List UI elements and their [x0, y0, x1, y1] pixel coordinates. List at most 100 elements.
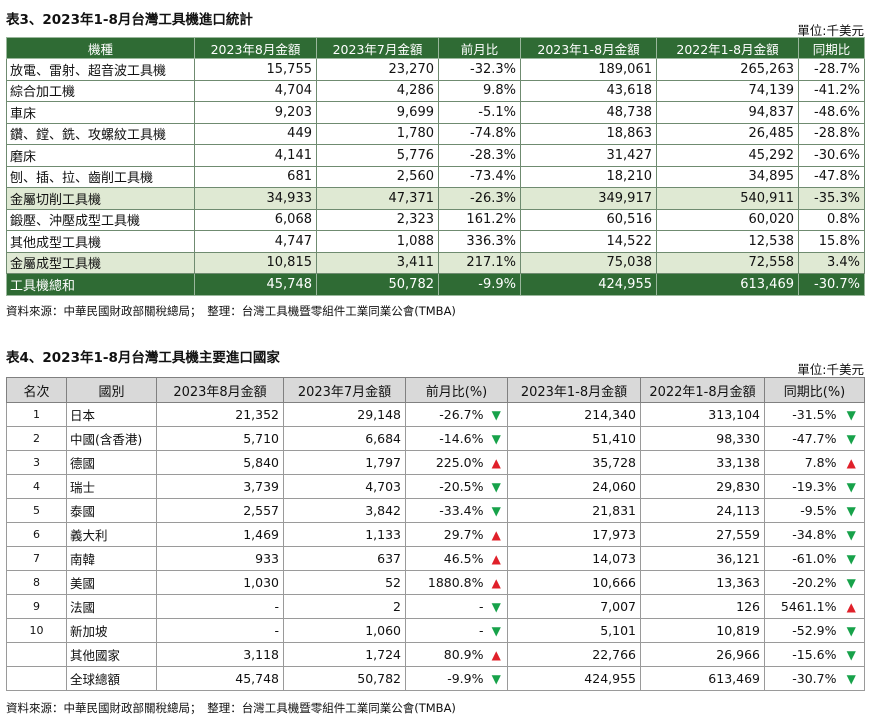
trend-cell: ▲ — [485, 546, 508, 571]
value-cell: 75,038 — [520, 251, 657, 274]
rank-cell — [6, 666, 67, 691]
trend-cell: ▼ — [485, 594, 508, 619]
triangle-down-icon: ▼ — [846, 431, 856, 446]
value-cell: 31,427 — [520, 144, 657, 167]
trend-cell: ▼ — [838, 642, 865, 667]
value-cell: 6,684 — [283, 426, 406, 451]
value-cell: 424,955 — [520, 273, 657, 296]
trend-cell: ▲ — [485, 450, 508, 475]
rank-cell — [6, 642, 67, 667]
triangle-down-icon: ▼ — [491, 479, 501, 494]
value-cell: 98,330 — [640, 426, 765, 451]
table-row: 6 義大利 1,469 1,133 29.7% ▲ 17,973 27,559 -34.8% ▼ — [6, 522, 865, 547]
machine-type-cell: 放電、雷射、超音波工具機 — [6, 58, 195, 81]
value-cell: 21,831 — [507, 498, 641, 523]
table3-header-row: 機種 2023年8月金額 2023年7月金額 前月比 2023年1-8月金額 2… — [6, 37, 865, 59]
table3-source: 資料來源：中華民國財政部關稅總局； 整理：台灣工具機暨零組件工業同業公會(TMB… — [6, 304, 456, 318]
rank-cell: 4 — [6, 474, 67, 499]
value-cell: 214,340 — [507, 402, 641, 427]
triangle-up-icon: ▲ — [491, 527, 501, 542]
value-cell: 24,060 — [507, 474, 641, 499]
table4-header-cell: 2022年1-8月金額 — [640, 377, 765, 403]
mom-cell: -20.5% — [405, 474, 486, 499]
value-cell: 18,210 — [520, 165, 657, 188]
value-cell: 4,747 — [194, 230, 317, 253]
value-cell: 336.3% — [438, 230, 521, 253]
rank-cell: 1 — [6, 402, 67, 427]
table4-title: 表4、2023年1-8月台灣工具機主要進口國家 — [6, 350, 280, 366]
value-cell: - — [156, 594, 284, 619]
table4-unit: 單位:千美元 — [797, 362, 864, 377]
table-row: 5 泰國 2,557 3,842 -33.4% ▼ 21,831 24,113 -9.5% ▼ — [6, 498, 865, 523]
value-cell: 424,955 — [507, 666, 641, 691]
country-cell: 美國 — [66, 570, 157, 595]
value-cell: 637 — [283, 546, 406, 571]
yoy-cell: -30.7% — [764, 666, 839, 691]
value-cell: 14,073 — [507, 546, 641, 571]
table-row: 其他成型工具機 4,747 1,088 336.3% 14,522 12,538 15.8% — [6, 230, 865, 253]
value-cell: 1,724 — [283, 642, 406, 667]
table-row: 放電、雷射、超音波工具機 15,755 23,270 -32.3% 189,061 265… — [6, 58, 865, 81]
value-cell: 161.2% — [438, 208, 521, 231]
country-cell: 全球總額 — [66, 666, 157, 691]
rank-cell: 2 — [6, 426, 67, 451]
triangle-down-icon: ▼ — [846, 551, 856, 566]
value-cell: 18,863 — [520, 122, 657, 145]
value-cell: -35.3% — [798, 187, 865, 210]
rank-cell: 9 — [6, 594, 67, 619]
value-cell: 540,911 — [656, 187, 799, 210]
yoy-cell: 7.8% — [764, 450, 839, 475]
value-cell: 933 — [156, 546, 284, 571]
table4-header-cell: 前月比(%) — [405, 377, 508, 403]
value-cell: 36,121 — [640, 546, 765, 571]
import-countries-table: 名次 國別 2023年8月金額 2023年7月金額 前月比(%) 2023年1-… — [6, 377, 865, 691]
table4-header-cell: 國別 — [66, 377, 157, 403]
value-cell: 50,782 — [316, 273, 439, 296]
mom-cell: -14.6% — [405, 426, 486, 451]
value-cell: 33,138 — [640, 450, 765, 475]
country-cell: 義大利 — [66, 522, 157, 547]
rank-cell: 10 — [6, 618, 67, 643]
triangle-down-icon: ▼ — [846, 575, 856, 590]
table3-header-cell: 前月比 — [438, 37, 521, 59]
mom-cell: -9.9% — [405, 666, 486, 691]
table-row: 金屬成型工具機 10,815 3,411 217.1% 75,038 72,558 3.4% — [6, 251, 865, 274]
table-row: 工具機總和 45,748 50,782 -9.9% 424,955 613,469 -30.… — [6, 273, 865, 296]
triangle-down-icon: ▼ — [846, 503, 856, 518]
triangle-down-icon: ▼ — [846, 407, 856, 422]
triangle-down-icon: ▼ — [491, 503, 501, 518]
value-cell: -47.8% — [798, 165, 865, 188]
value-cell: 2,557 — [156, 498, 284, 523]
triangle-down-icon: ▼ — [491, 431, 501, 446]
value-cell: 29,830 — [640, 474, 765, 499]
value-cell: -41.2% — [798, 79, 865, 102]
value-cell: 2,323 — [316, 208, 439, 231]
table-row: 7 南韓 933 637 46.5% ▲ 14,073 36,121 -61.0% ▼ — [6, 546, 865, 571]
machine-type-cell: 鑽、鏜、銑、攻螺紋工具機 — [6, 122, 195, 145]
value-cell: 26,485 — [656, 122, 799, 145]
machine-type-cell: 金屬成型工具機 — [6, 251, 195, 274]
value-cell: -48.6% — [798, 101, 865, 124]
value-cell: -28.7% — [798, 58, 865, 81]
table-row: 全球總額 45,748 50,782 -9.9% ▼ 424,955 613,469 -30.… — [6, 666, 865, 691]
trend-cell: ▼ — [838, 522, 865, 547]
table4-header-row: 名次 國別 2023年8月金額 2023年7月金額 前月比(%) 2023年1-… — [6, 377, 865, 403]
table3-title: 表3、2023年1-8月台灣工具機進口統計 — [6, 12, 253, 28]
value-cell: - — [156, 618, 284, 643]
table-row: 車床 9,203 9,699 -5.1% 48,738 94,837 -48.6% — [6, 101, 865, 124]
value-cell: 3,739 — [156, 474, 284, 499]
triangle-down-icon: ▼ — [846, 647, 856, 662]
value-cell: 0.8% — [798, 208, 865, 231]
value-cell: 7,007 — [507, 594, 641, 619]
value-cell: 52 — [283, 570, 406, 595]
value-cell: 10,666 — [507, 570, 641, 595]
value-cell: 14,522 — [520, 230, 657, 253]
machine-type-cell: 刨、插、拉、齒削工具機 — [6, 165, 195, 188]
value-cell: 4,141 — [194, 144, 317, 167]
table-row: 綜合加工機 4,704 4,286 9.8% 43,618 74,139 -41.2% — [6, 79, 865, 102]
table4-header-cell: 名次 — [6, 377, 67, 403]
table-row: 其他國家 3,118 1,724 80.9% ▲ 22,766 26,966 -15.6% ▼ — [6, 642, 865, 667]
trend-cell: ▼ — [485, 666, 508, 691]
value-cell: 126 — [640, 594, 765, 619]
machine-type-cell: 車床 — [6, 101, 195, 124]
